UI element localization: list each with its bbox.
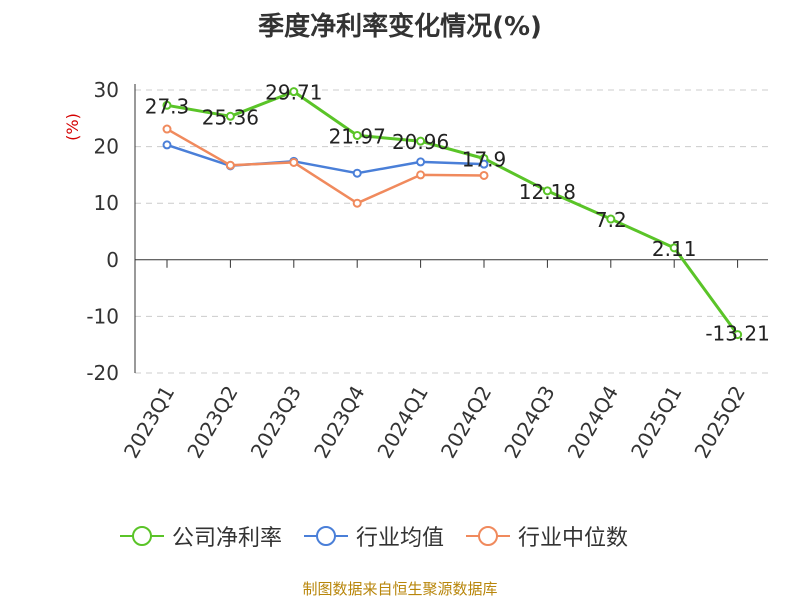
data-point [352,130,362,140]
data-point [162,140,172,150]
x-tick-label: 2023Q3 [246,382,306,463]
x-tick-label: 2025Q2 [689,382,749,463]
data-point [162,100,172,110]
x-tick-label: 2023Q4 [309,382,369,463]
y-tick-label: -10 [86,304,119,328]
y-axis-label: (%) [63,113,82,141]
x-tick-label: 2025Q1 [626,382,686,463]
data-label: 12.18 [519,180,576,204]
data-point [225,111,235,121]
data-label: -13.21 [705,322,769,346]
data-point [416,170,426,180]
series-line-2 [166,128,485,205]
series-line-0 [166,90,739,336]
y-tick-label: 30 [94,78,119,102]
data-point [479,159,489,169]
data-point [669,243,679,253]
data-label: 29.71 [265,81,322,105]
series-lines [162,87,743,340]
legend-marker-industry-median [466,526,511,546]
data-source-note: 制图数据来自恒生聚源数据库 [302,580,498,598]
data-point [606,214,616,224]
data-point [352,198,362,208]
legend-label-industry-median: 行业中位数 [518,526,629,551]
data-point [289,87,299,97]
data-label: 17.9 [462,147,507,171]
x-tick-label: 2024Q1 [372,382,432,463]
chart-title: 季度净利率变化情况(%) [258,12,542,42]
data-point [416,136,426,146]
x-tick-label: 2023Q2 [182,382,242,463]
data-label: 21.97 [329,124,386,148]
y-tick-label: -20 [86,361,119,385]
data-point [162,124,172,134]
data-point [352,168,362,178]
x-tick-label: 2024Q3 [499,382,559,463]
data-point [542,186,552,196]
data-point [479,170,489,180]
legend-item-industry-median[interactable]: 行业中位数 [466,520,628,552]
x-tick-label: 2024Q2 [436,382,496,463]
x-tick-label: 2024Q4 [563,382,623,463]
grid-lines [135,89,768,374]
legend-marker-company [120,526,164,546]
legend: 公司净利率 行业均值 行业中位数 [120,520,650,552]
data-point [289,157,299,167]
data-point [416,157,426,167]
y-tick-label: 0 [106,248,119,272]
y-tick-label: 10 [94,191,119,215]
legend-label-company: 公司净利率 [172,526,283,551]
data-label: 25.36 [202,105,259,129]
legend-marker-industry-mean [304,526,349,546]
legend-label-industry-mean: 行业均值 [356,526,445,551]
series-line-1 [166,143,485,175]
data-label: 20.96 [392,130,449,154]
legend-item-company[interactable]: 公司净利率 [120,520,282,552]
data-point [225,160,235,170]
y-tick-label: 20 [94,135,119,159]
legend-item-industry-mean[interactable]: 行业均值 [304,520,444,552]
data-point [733,330,743,340]
data-label: 7.2 [595,208,627,232]
x-tick-label: 2023Q1 [119,382,179,463]
data-label: 2.11 [652,237,697,261]
data-label: 27.3 [145,94,190,118]
